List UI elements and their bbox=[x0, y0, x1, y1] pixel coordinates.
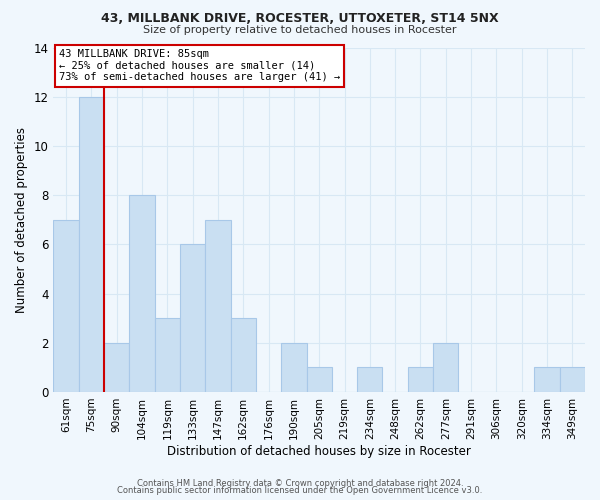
Bar bbox=[79, 96, 104, 392]
Bar bbox=[408, 368, 433, 392]
Text: Contains HM Land Registry data © Crown copyright and database right 2024.: Contains HM Land Registry data © Crown c… bbox=[137, 478, 463, 488]
Bar bbox=[130, 195, 155, 392]
Text: Size of property relative to detached houses in Rocester: Size of property relative to detached ho… bbox=[143, 25, 457, 35]
Bar bbox=[104, 343, 130, 392]
X-axis label: Distribution of detached houses by size in Rocester: Distribution of detached houses by size … bbox=[167, 444, 471, 458]
Bar bbox=[433, 343, 458, 392]
Bar bbox=[205, 220, 230, 392]
Bar bbox=[281, 343, 307, 392]
Bar bbox=[180, 244, 205, 392]
Bar bbox=[357, 368, 382, 392]
Bar bbox=[53, 220, 79, 392]
Y-axis label: Number of detached properties: Number of detached properties bbox=[15, 126, 28, 312]
Text: 43 MILLBANK DRIVE: 85sqm
← 25% of detached houses are smaller (14)
73% of semi-d: 43 MILLBANK DRIVE: 85sqm ← 25% of detach… bbox=[59, 49, 340, 82]
Bar bbox=[560, 368, 585, 392]
Bar bbox=[307, 368, 332, 392]
Bar bbox=[155, 318, 180, 392]
Text: 43, MILLBANK DRIVE, ROCESTER, UTTOXETER, ST14 5NX: 43, MILLBANK DRIVE, ROCESTER, UTTOXETER,… bbox=[101, 12, 499, 26]
Bar bbox=[230, 318, 256, 392]
Text: Contains public sector information licensed under the Open Government Licence v3: Contains public sector information licen… bbox=[118, 486, 482, 495]
Bar bbox=[535, 368, 560, 392]
